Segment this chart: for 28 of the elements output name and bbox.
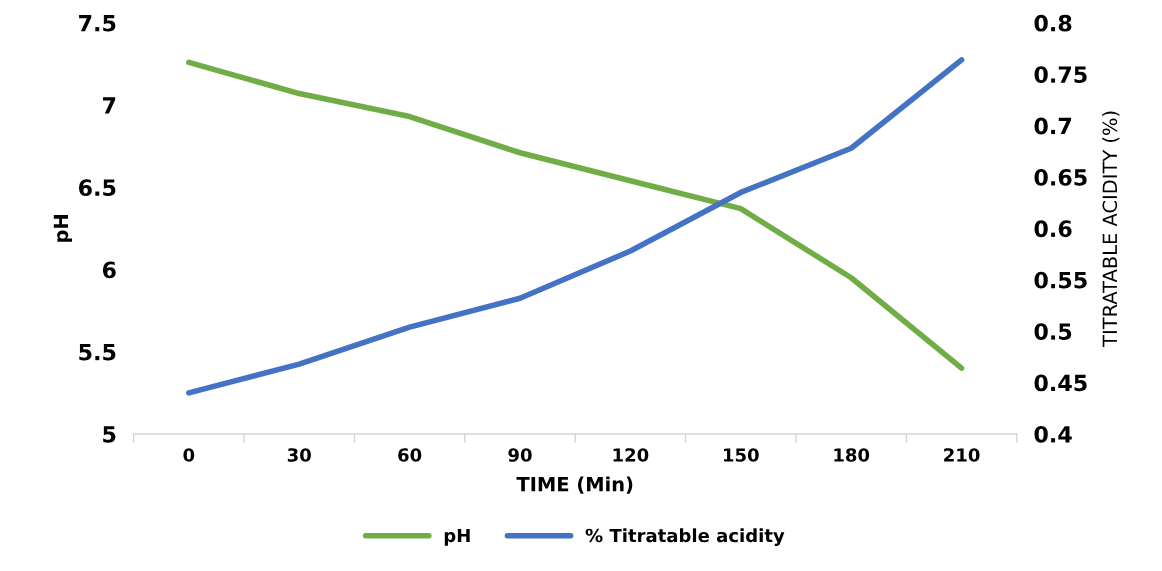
y2-tick-label: 0.8 [1034, 14, 1072, 32]
x-axis-title: TIME (Min) [516, 476, 633, 494]
y2-tick-label: 0.4 [1034, 425, 1072, 443]
y2-tick-label: 0.6 [1034, 220, 1072, 238]
y-tick-label: 5 [103, 426, 116, 443]
legend-label: pH [444, 528, 470, 546]
legend-label: % Titratable acidity [585, 528, 785, 546]
y-tick-label: 6.5 [78, 179, 116, 197]
y-tick-label: 5.5 [79, 343, 116, 361]
x-tick-label: 180 [834, 448, 870, 462]
y2-tick-label: 0.75 [1034, 66, 1087, 83]
y2-tick-label: 0.65 [1034, 168, 1087, 186]
y-tick-label: 7 [102, 97, 116, 114]
x-tick-label: 150 [723, 448, 759, 462]
x-tick-label: 60 [398, 448, 422, 462]
y2-tick-label: 0.7 [1034, 117, 1072, 135]
x-tick-label: 120 [613, 448, 649, 462]
y-tick-label: 6 [102, 261, 116, 279]
y2-axis-title: TITRATABLE ACIDITY (%) [1102, 111, 1120, 347]
x-tick-label: 0 [183, 448, 195, 462]
x-tick-label: 90 [508, 448, 532, 462]
y2-tick-label: 0.45 [1034, 374, 1087, 392]
y-tick-label: 7.5 [79, 15, 116, 32]
x-tick-label: 30 [287, 448, 311, 462]
x-tick-label: 210 [944, 448, 980, 462]
y2-tick-label: 0.55 [1034, 271, 1087, 289]
y-axis-title: pH [53, 215, 73, 242]
y2-tick-label: 0.5 [1034, 323, 1072, 340]
